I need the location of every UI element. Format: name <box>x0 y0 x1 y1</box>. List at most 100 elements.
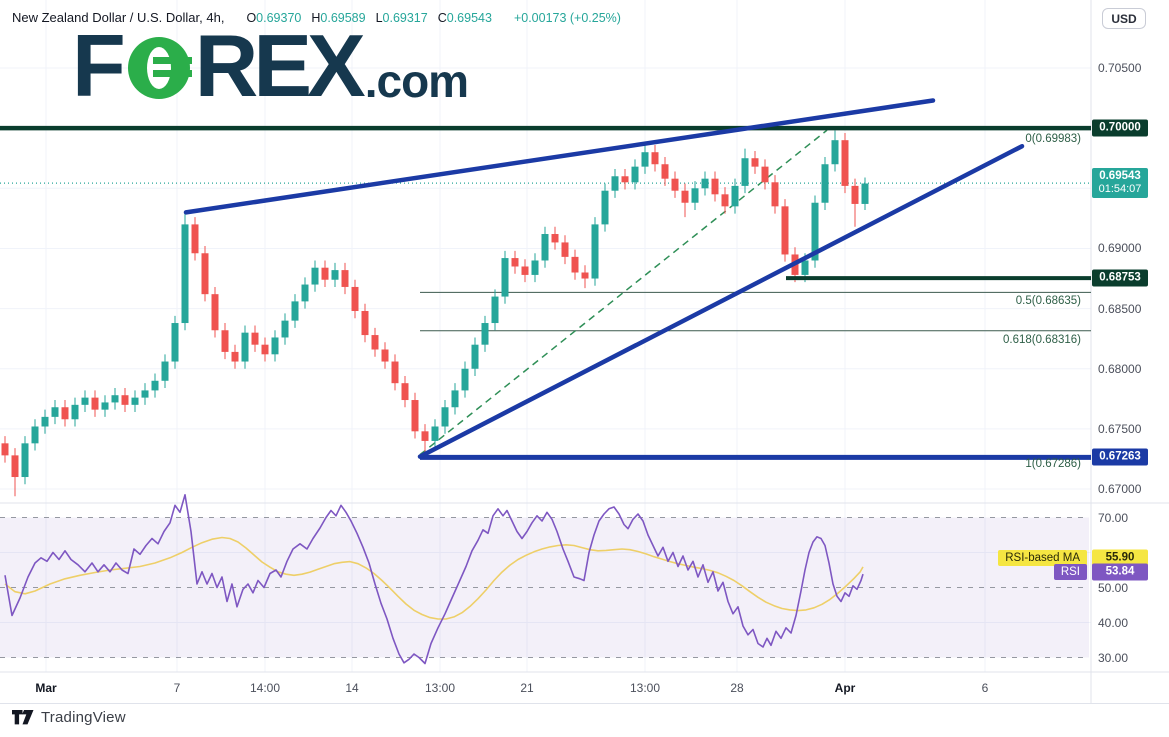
candle <box>761 166 769 183</box>
candle <box>821 164 829 203</box>
candle <box>651 152 659 165</box>
price-badge: 0.69543 01:54:07 <box>1092 168 1148 199</box>
candle <box>291 301 299 321</box>
candle <box>861 183 869 204</box>
rsi-value-badge: 53.84 <box>1092 563 1148 581</box>
candle <box>811 202 819 261</box>
change-value: +0.00173 (+0.25%) <box>513 11 621 25</box>
rsi-ma-value-badge: 55.90 <box>1092 549 1148 567</box>
rsi-axis-label: 40.00 <box>1098 615 1129 630</box>
candle <box>151 380 159 391</box>
price-axis-label: 0.70500 <box>1098 61 1142 75</box>
ohlc-values: O0.69370 H0.69589 L0.69317 C0.69543 <box>246 11 492 25</box>
candle <box>11 455 19 478</box>
price-badge: 0.68753 <box>1092 269 1148 287</box>
currency-button[interactable]: USD <box>1102 8 1146 29</box>
rsi-axis-label: 70.00 <box>1098 510 1129 525</box>
time-axis-label[interactable]: 13:00 <box>629 681 661 695</box>
candle <box>41 416 49 427</box>
candle <box>731 185 739 207</box>
rsi-label-badge: RSI <box>1053 564 1087 580</box>
candle <box>281 320 289 338</box>
ohlc-key: O <box>246 11 257 25</box>
candle <box>311 267 319 285</box>
candle <box>561 242 569 257</box>
candle <box>91 397 99 410</box>
candle <box>411 400 419 432</box>
candle <box>531 260 539 275</box>
price-badge: 0.70000 <box>1092 119 1148 137</box>
candle <box>641 152 649 167</box>
time-axis-label[interactable]: 6 <box>981 681 989 695</box>
candle <box>21 443 29 478</box>
ohlc-key: H <box>311 11 321 25</box>
candle <box>481 323 489 345</box>
candle <box>261 344 269 355</box>
candle <box>841 140 849 186</box>
time-axis-label[interactable]: 7 <box>173 681 181 695</box>
candle <box>801 260 809 275</box>
rsi-ma-label-badge: RSI-based MA <box>998 550 1087 566</box>
candle <box>521 266 529 275</box>
candle <box>751 158 759 167</box>
candle <box>211 294 219 331</box>
candle <box>461 368 469 391</box>
candle <box>331 270 339 280</box>
time-axis-label[interactable]: Mar <box>35 681 57 695</box>
price-axis-label: 0.68500 <box>1098 301 1142 316</box>
tradingview-attribution[interactable]: TradingView <box>12 709 126 726</box>
candle <box>741 158 749 186</box>
candle <box>341 270 349 287</box>
ohlc-value: 0.69317 <box>382 11 428 25</box>
candle <box>451 390 459 408</box>
candle <box>501 258 509 297</box>
candle <box>141 390 149 398</box>
candle <box>171 323 179 362</box>
candle <box>711 178 719 195</box>
candle <box>681 190 689 203</box>
ohlc-value: 0.69370 <box>256 11 302 25</box>
candle <box>431 426 439 441</box>
candle <box>181 224 189 324</box>
time-axis-label[interactable]: 14 <box>345 681 359 695</box>
tradingview-logo-icon <box>12 710 34 725</box>
candle <box>81 397 89 405</box>
candle <box>551 234 559 243</box>
candle <box>661 164 669 179</box>
candle <box>541 234 549 261</box>
candle <box>721 194 729 207</box>
time-axis-label[interactable]: 21 <box>520 681 534 695</box>
time-axis-label[interactable]: 28 <box>730 681 744 695</box>
fib-level-label: 0(0.69983) <box>1025 133 1081 146</box>
fib-level-label: 0.5(0.68635) <box>1015 295 1081 308</box>
candle <box>391 361 399 384</box>
candle <box>631 166 639 183</box>
candle <box>851 185 859 204</box>
candle <box>361 311 369 336</box>
candle <box>271 337 279 355</box>
price-axis-label: 0.69000 <box>1098 241 1142 256</box>
candle <box>471 344 479 369</box>
candle <box>381 349 389 362</box>
candle <box>61 407 69 420</box>
candle <box>771 182 779 207</box>
time-axis-label[interactable]: 13:00 <box>424 681 456 695</box>
time-axis-label[interactable]: Apr <box>834 681 856 695</box>
candle <box>671 178 679 191</box>
candle <box>201 253 209 295</box>
candle <box>131 397 139 405</box>
candle <box>591 224 599 279</box>
candle <box>511 258 519 267</box>
price-axis-label: 0.68000 <box>1098 361 1142 376</box>
candle <box>1 443 9 456</box>
ohlc-value: 0.69589 <box>320 11 366 25</box>
time-axis-label[interactable]: 14:00 <box>249 681 281 695</box>
fib-level-label: 0.618(0.68316) <box>1002 333 1081 346</box>
candle <box>781 206 789 255</box>
candle <box>231 351 239 362</box>
fib-level-label: 1(0.67286) <box>1025 457 1081 470</box>
candle <box>241 332 249 362</box>
candle <box>571 256 579 273</box>
